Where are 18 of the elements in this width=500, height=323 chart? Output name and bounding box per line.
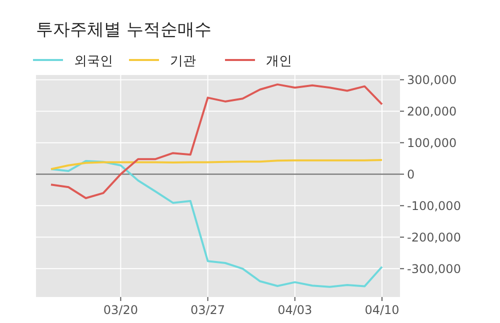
y-tick-label: 0	[407, 167, 415, 182]
x-tick-label: 03/27	[190, 303, 226, 317]
line-series	[50, 159, 383, 170]
y-tick-label: 200,000	[407, 104, 457, 118]
y-tick-label: -200,000	[407, 230, 461, 244]
line-series	[50, 160, 383, 288]
line-series	[50, 83, 383, 200]
legend-label: 개인	[266, 54, 292, 69]
y-tick-label: 300,000	[407, 72, 457, 87]
legend-label: 외국인	[74, 54, 113, 69]
chart-title: 투자주체별 누적순매수	[36, 20, 212, 40]
x-tick-label: 03/20	[103, 303, 138, 317]
x-tick-label: 04/10	[364, 303, 400, 317]
x-tick-label: 04/03	[278, 303, 312, 317]
legend-label: 기관	[170, 54, 196, 69]
y-tick-label: -100,000	[407, 198, 461, 213]
y-tick-label: 100,000	[407, 136, 457, 150]
y-tick-label: -300,000	[407, 262, 461, 276]
